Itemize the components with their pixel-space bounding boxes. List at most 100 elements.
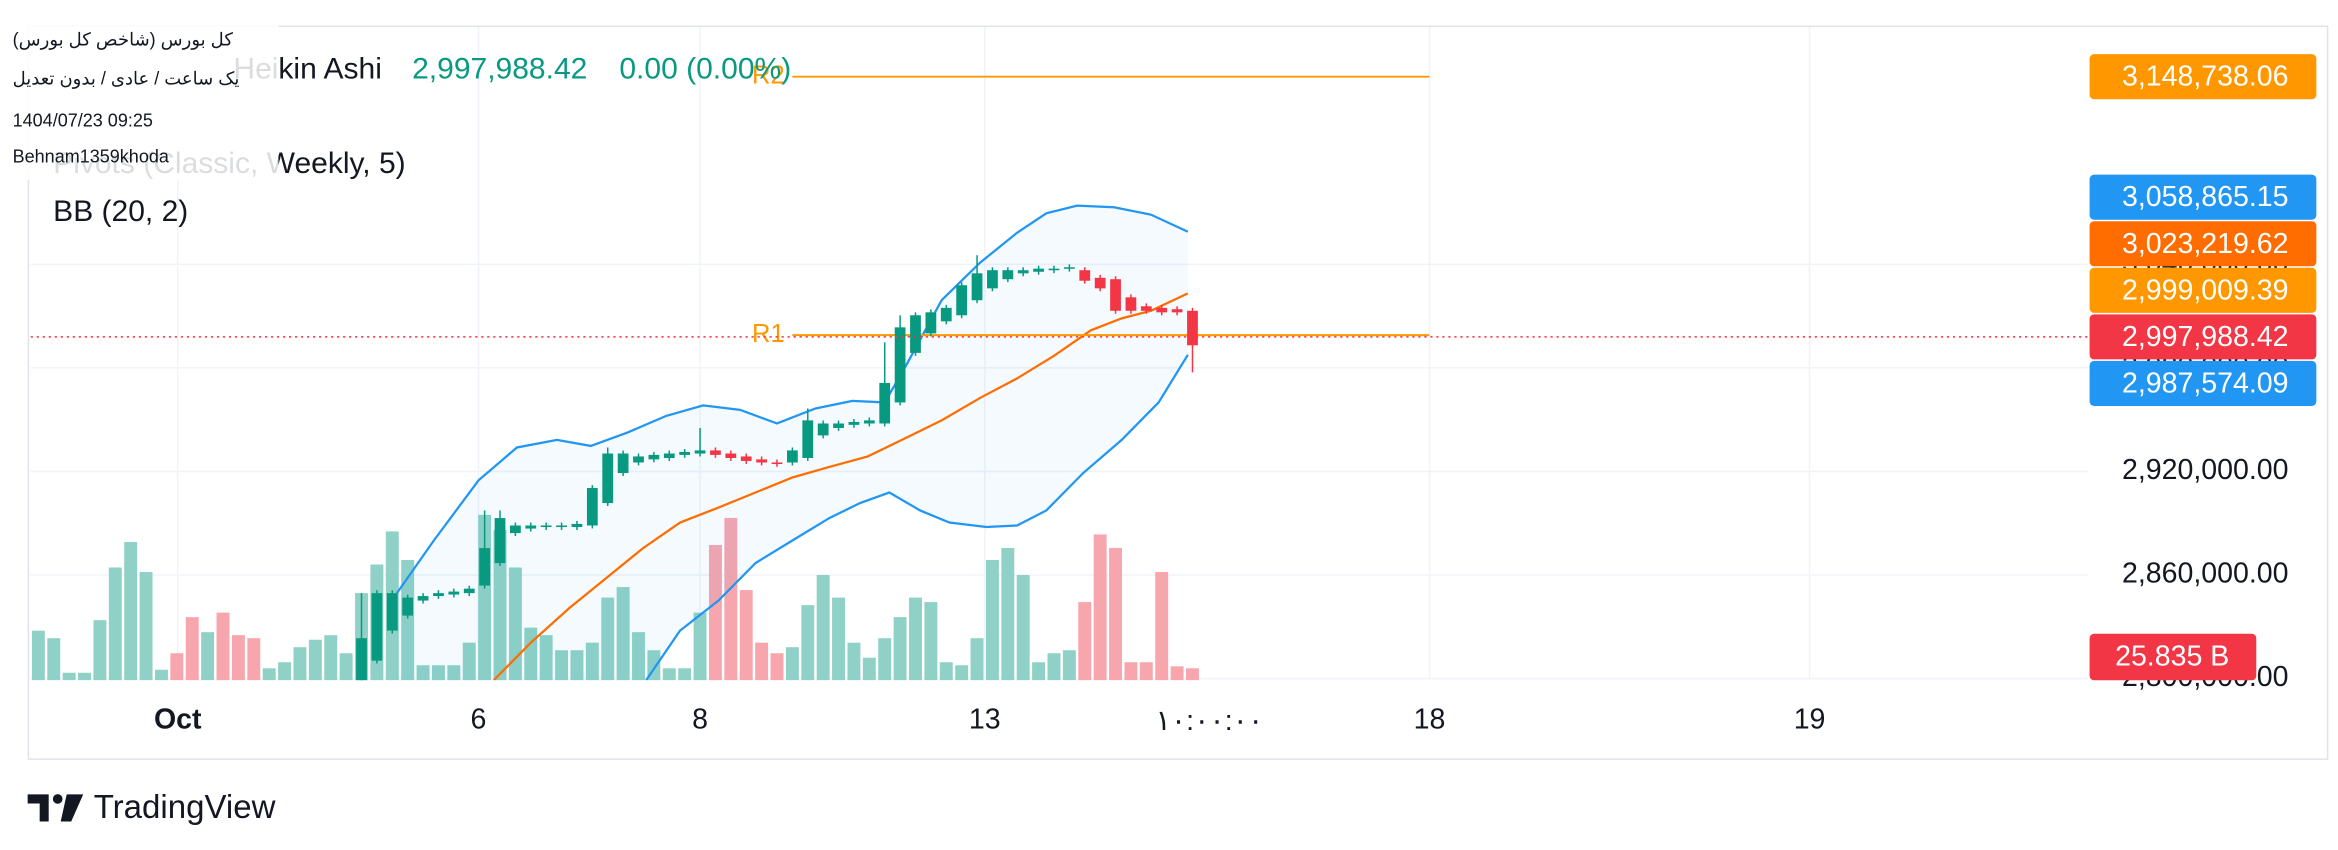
candle-body — [356, 638, 367, 681]
volume-bar — [985, 560, 999, 681]
candle-body — [1125, 297, 1137, 311]
volume-bar — [1093, 534, 1107, 681]
volume-bar — [724, 517, 738, 681]
candle-body — [1156, 307, 1168, 313]
pivot-label: R2 — [752, 61, 785, 89]
candle-body — [1033, 268, 1044, 272]
candle-body — [848, 421, 860, 425]
candle-body — [802, 420, 814, 458]
volume-bar — [755, 642, 769, 681]
candle-body — [940, 307, 952, 322]
candle-body — [987, 270, 998, 289]
chart-frame — [27, 25, 2329, 760]
candle-body — [956, 285, 968, 316]
price-label-box — [2089, 314, 2317, 360]
overlay-text: یک ساعت / عادی / بدون تعدیل — [13, 68, 240, 89]
legend-change: 0.00 (0.00%) — [619, 53, 791, 86]
legend-price: 2,997,988.42 — [412, 53, 587, 86]
candle-body — [525, 525, 537, 529]
volume-bar — [216, 612, 230, 681]
price-label: 3,148,738.06 — [2122, 61, 2289, 93]
volume-bar — [1047, 653, 1061, 681]
volume-bar — [1186, 668, 1199, 681]
candle-body — [417, 596, 429, 601]
volume-bar — [1170, 666, 1184, 681]
x-tick-label: Oct — [154, 703, 202, 735]
volume-bar — [431, 665, 445, 681]
x-tick-label: 8 — [692, 703, 708, 735]
volume-bar — [662, 668, 676, 681]
candle-body — [556, 525, 567, 528]
candle-body — [925, 312, 937, 334]
price-label: 3,058,865.15 — [2122, 181, 2289, 213]
volume-bar — [308, 639, 322, 681]
candle-body — [894, 327, 906, 403]
volume-bar — [247, 638, 261, 681]
candle-body — [463, 588, 475, 594]
band-line — [395, 204, 1189, 594]
y-tick-label: 2,860,000.00 — [2122, 558, 2289, 590]
plot-area: R2 R1 — [30, 61, 2089, 681]
volume-bar — [785, 647, 799, 681]
candle-body — [540, 525, 552, 528]
indicator-label: BB (20, 2) — [53, 195, 188, 228]
volume-bar — [324, 635, 338, 681]
candle-body — [1094, 277, 1106, 289]
candle-body — [510, 525, 521, 534]
volume-bar — [862, 657, 876, 681]
volume-bar — [493, 529, 507, 681]
volume-bar — [585, 642, 599, 681]
candle-body — [1079, 270, 1091, 281]
overlay-box — [0, 18, 279, 181]
volume-bar — [339, 653, 353, 681]
candle-body — [1002, 270, 1014, 280]
volume-bar — [447, 665, 461, 681]
candle-body — [756, 459, 767, 463]
volume-bar — [570, 650, 584, 681]
candle-body — [910, 315, 921, 353]
volume-bar — [539, 635, 553, 681]
volume-bar — [770, 653, 784, 681]
price-label-box — [2089, 54, 2317, 100]
volume-bar — [847, 642, 861, 681]
overlay-text: Behnam1359khoda — [13, 146, 170, 166]
volume-label: 25.835 B — [2115, 640, 2229, 672]
band-line — [645, 354, 1189, 681]
brand-name: TradingView — [94, 788, 276, 825]
candle-body — [663, 453, 675, 458]
candle-body — [694, 450, 706, 454]
volume-bar — [462, 642, 476, 681]
volume-bar — [185, 617, 199, 681]
volume-bar — [231, 635, 245, 681]
volume-bar — [555, 650, 569, 681]
volume-bar — [1078, 602, 1092, 681]
volume-bar — [801, 605, 815, 681]
volume-bar — [955, 665, 969, 681]
price-label-box — [2089, 267, 2317, 313]
candle-body — [1048, 268, 1060, 271]
volume-bar — [693, 612, 707, 681]
volume-bar — [1124, 662, 1138, 681]
candle-body — [725, 453, 737, 458]
x-tick-label: 6 — [471, 703, 487, 735]
volume-bar — [124, 541, 138, 681]
candle-body — [710, 450, 721, 455]
volume-bar — [1139, 662, 1153, 681]
volume-bar — [170, 653, 184, 681]
price-label: 3,023,219.62 — [2122, 228, 2289, 260]
overlay: کل بورس (شاخص کل بورس) یک ساعت / عادی / … — [0, 18, 279, 181]
band-fill — [396, 205, 1188, 681]
logo-icon — [60, 794, 84, 822]
grid — [30, 27, 2089, 681]
overlay-text: کل بورس (شاخص کل بورس) — [13, 29, 234, 50]
volume-bar — [93, 620, 107, 681]
volume-bar — [939, 662, 953, 681]
volume-bar — [278, 662, 292, 681]
volume-bar — [878, 638, 892, 681]
crosshair-time-label: ۱۰:۰۰:۰۰ — [1156, 705, 1264, 737]
candle-body — [494, 518, 506, 564]
volume-bar — [293, 647, 307, 681]
volume-bar — [601, 597, 615, 681]
candle-body — [1017, 270, 1029, 274]
x-tick-label: 18 — [1414, 703, 1446, 735]
